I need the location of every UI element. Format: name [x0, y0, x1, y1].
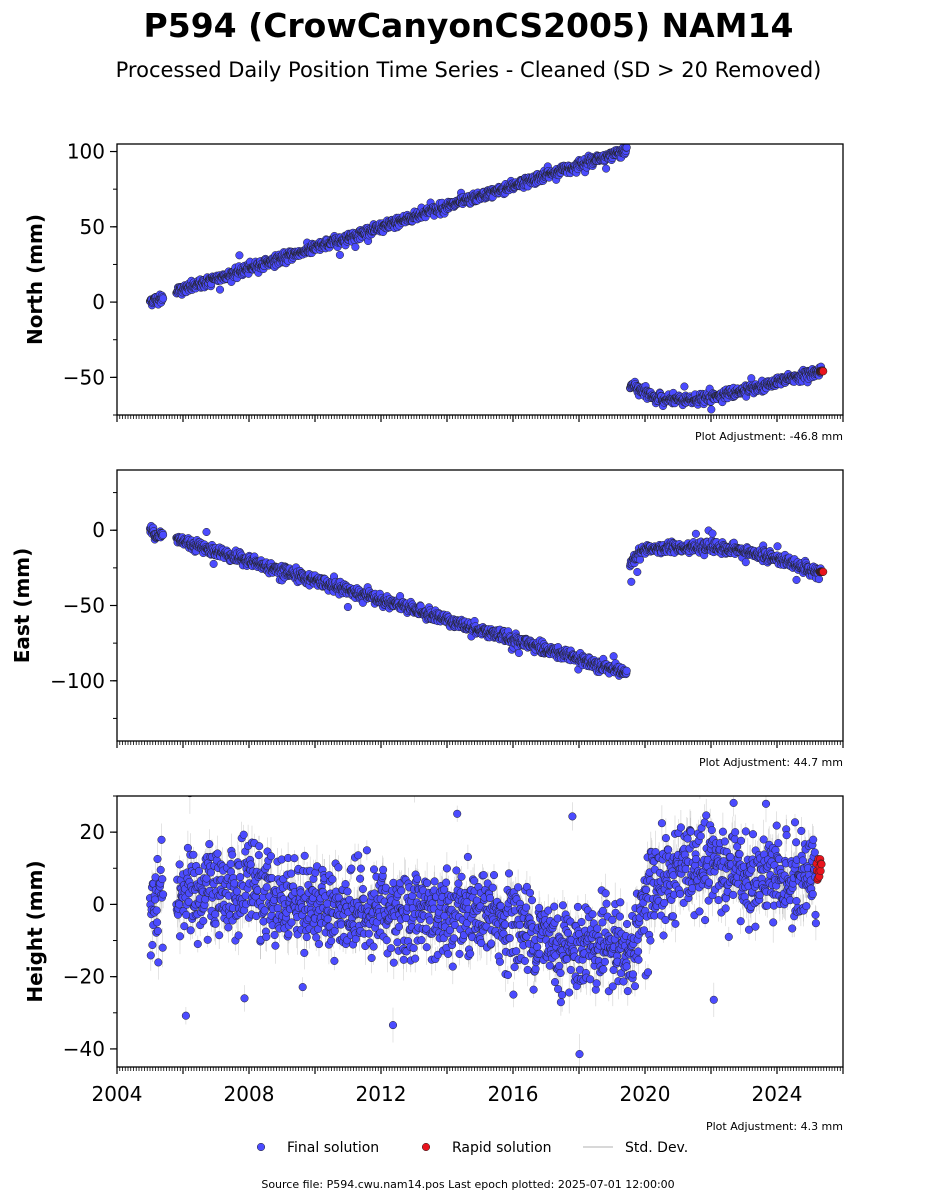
final-point — [622, 144, 631, 152]
north-panel: −50 0 50 100 North (mm) Plot Adjustment: -46.… — [23, 140, 844, 443]
final-point — [602, 164, 611, 173]
panels-group: −50 0 50 100 North (mm) Plot Adjustment: -46.… — [10, 140, 844, 1133]
final-point — [159, 294, 168, 303]
y-tick-label: −50 — [63, 365, 105, 389]
chart-title: P594 (CrowCanyonCS2005) NAM14 — [143, 6, 794, 45]
y-axis-label: North (mm) — [23, 214, 47, 345]
final-point — [351, 242, 360, 252]
final-point — [235, 251, 244, 260]
plot-adjustment-label: Plot Adjustment: -46.8 mm — [695, 430, 843, 443]
plot-area — [145, 521, 828, 680]
final-points — [145, 144, 826, 414]
rapid-point — [819, 367, 828, 376]
plot-area — [145, 144, 828, 414]
y-tick-label: 0 — [92, 290, 105, 314]
final-point — [215, 285, 225, 294]
chart-subtitle: Processed Daily Position Time Series - C… — [115, 58, 822, 82]
y-tick-label: 50 — [80, 215, 105, 239]
y-tick-label: 100 — [67, 140, 105, 164]
std-dev-bars — [149, 144, 822, 411]
final-point — [707, 405, 716, 414]
final-point — [335, 250, 344, 259]
rapid-points — [815, 366, 828, 376]
final-point — [680, 382, 689, 391]
